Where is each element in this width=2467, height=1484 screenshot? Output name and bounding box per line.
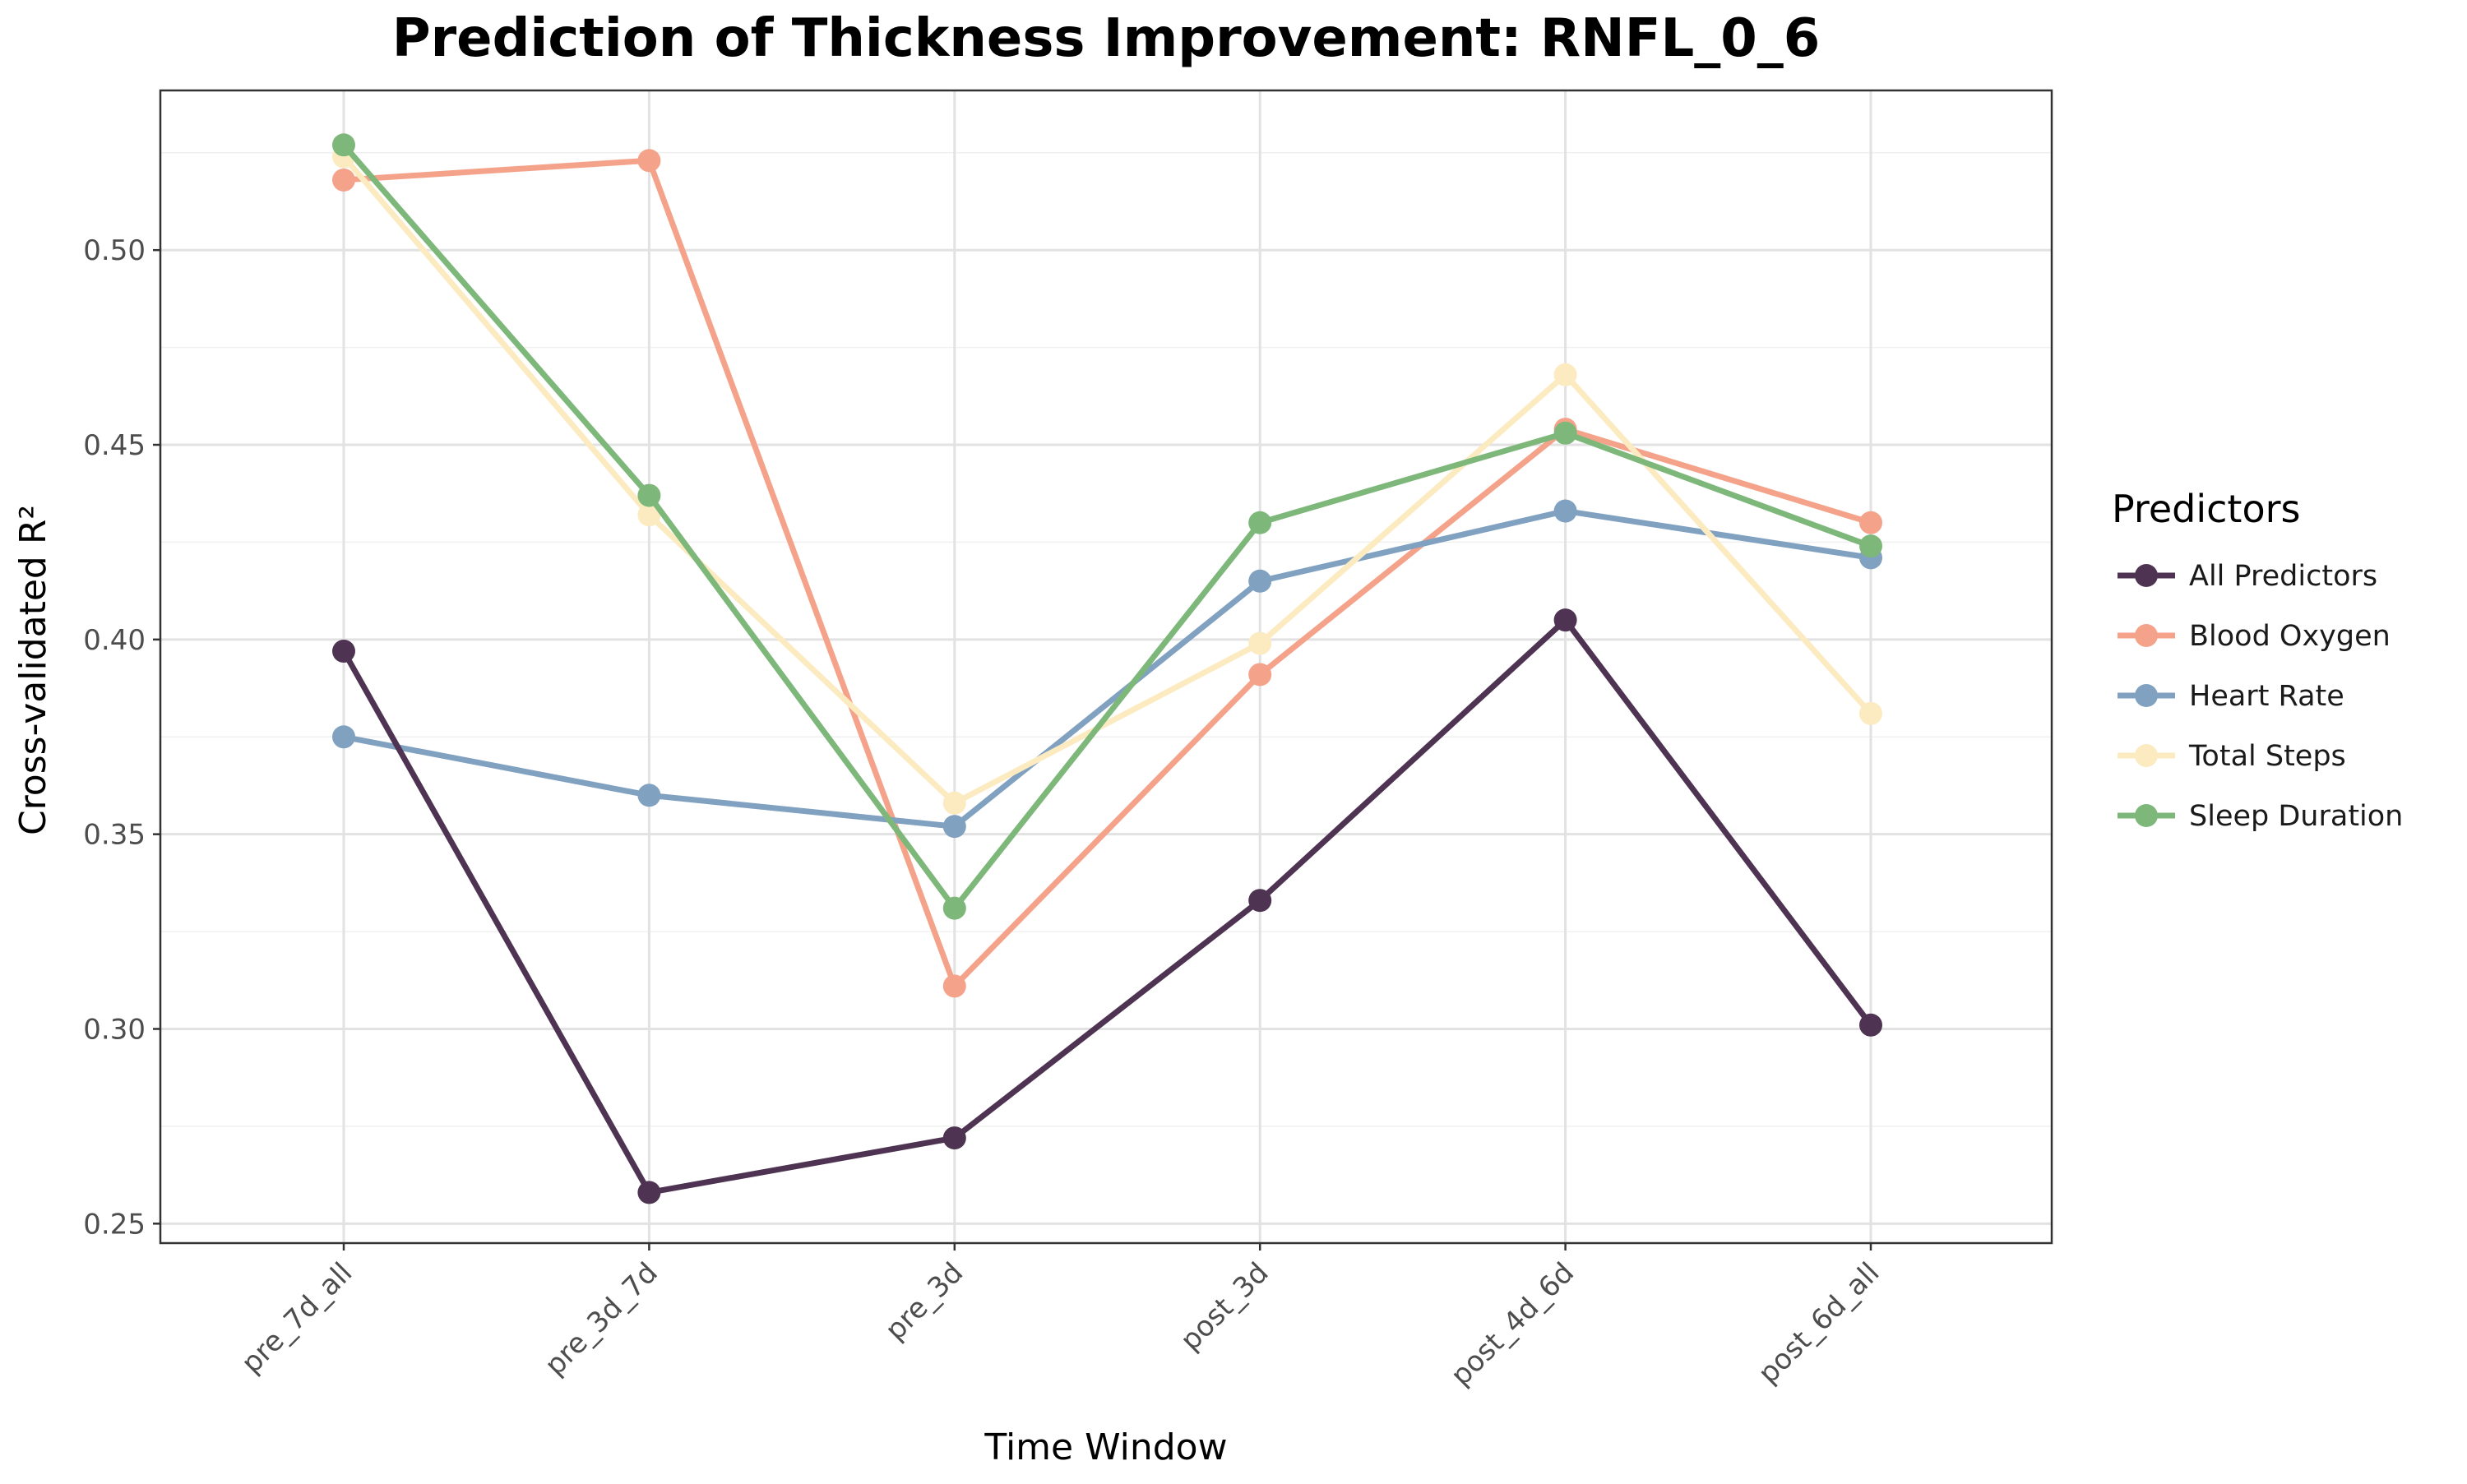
series-sleep-duration (332, 133, 1882, 920)
data-point-blood-oxygen (942, 974, 966, 998)
legend-item-heart-rate: Heart Rate (2118, 680, 2344, 713)
data-point-sleep-duration (637, 483, 661, 507)
y-tick-label: 0.40 (83, 624, 146, 657)
y-tick-label: 0.25 (83, 1208, 146, 1241)
data-point-all-predictors (1859, 1013, 1882, 1037)
data-point-total-steps (1553, 363, 1577, 386)
plot-panel-border (159, 89, 2053, 1245)
legend-label: Sleep Duration (2189, 800, 2403, 833)
series-line-all-predictors (340, 617, 1874, 1195)
legend-key-point (2135, 624, 2158, 647)
series-line-total-steps (340, 154, 1874, 807)
data-point-heart-rate (1553, 499, 1577, 523)
data-point-all-predictors (1248, 889, 1272, 913)
data-point-heart-rate (1248, 569, 1272, 593)
data-point-sleep-duration (332, 133, 355, 157)
data-point-blood-oxygen (637, 149, 661, 173)
series-line-heart-rate (340, 508, 1874, 830)
series-blood-oxygen (332, 149, 1882, 998)
data-point-blood-oxygen (1248, 663, 1272, 687)
data-point-total-steps (1859, 701, 1882, 725)
series-line-sleep-duration (340, 141, 1874, 912)
data-point-sleep-duration (942, 896, 966, 920)
y-tick-label: 0.50 (83, 234, 146, 267)
data-point-sleep-duration (1553, 421, 1577, 445)
plot-panel-background (160, 90, 2052, 1243)
y-tick-label: 0.35 (83, 819, 146, 852)
legend-label: All Predictors (2189, 560, 2377, 593)
legend-label: Total Steps (2188, 740, 2346, 773)
legend-label: Heart Rate (2189, 680, 2344, 713)
data-point-sleep-duration (1248, 511, 1272, 534)
y-axis-title: Cross-validated R² (12, 505, 54, 835)
y-tick-label: 0.45 (83, 429, 146, 462)
chart-title: Prediction of Thickness Improvement: RNF… (392, 8, 1821, 69)
legend-item-sleep-duration: Sleep Duration (2118, 800, 2403, 833)
data-point-blood-oxygen (1859, 511, 1882, 534)
y-tick-label: 0.30 (83, 1013, 146, 1046)
data-point-all-predictors (332, 640, 355, 663)
series-all-predictors (332, 608, 1882, 1204)
data-point-sleep-duration (1859, 534, 1882, 558)
legend-item-total-steps: Total Steps (2118, 740, 2346, 773)
legend: Predictors All Predictors Blood Oxygen Hea… (2112, 487, 2403, 833)
data-point-blood-oxygen (332, 168, 355, 192)
data-point-heart-rate (942, 815, 966, 839)
legend-key-point (2135, 564, 2158, 587)
data-point-heart-rate (332, 725, 355, 749)
data-point-all-predictors (942, 1126, 966, 1150)
series-line-blood-oxygen (340, 157, 1874, 989)
data-point-total-steps (942, 791, 966, 815)
data-point-all-predictors (1553, 608, 1577, 632)
data-point-total-steps (637, 503, 661, 527)
legend-item-all-predictors: All Predictors (2118, 560, 2377, 593)
legend-key-point (2135, 684, 2158, 707)
x-axis-title: Time Window (984, 1426, 1227, 1468)
legend-key-point (2135, 804, 2158, 827)
series-lines (332, 133, 1882, 1204)
data-point-heart-rate (637, 784, 661, 807)
legend-key-point (2135, 744, 2158, 767)
data-point-total-steps (1248, 631, 1272, 655)
data-point-all-predictors (637, 1181, 661, 1204)
grid-lines (160, 90, 2052, 1243)
legend-title: Predictors (2112, 487, 2300, 531)
legend-item-blood-oxygen: Blood Oxygen (2118, 620, 2391, 653)
legend-label: Blood Oxygen (2189, 620, 2391, 653)
